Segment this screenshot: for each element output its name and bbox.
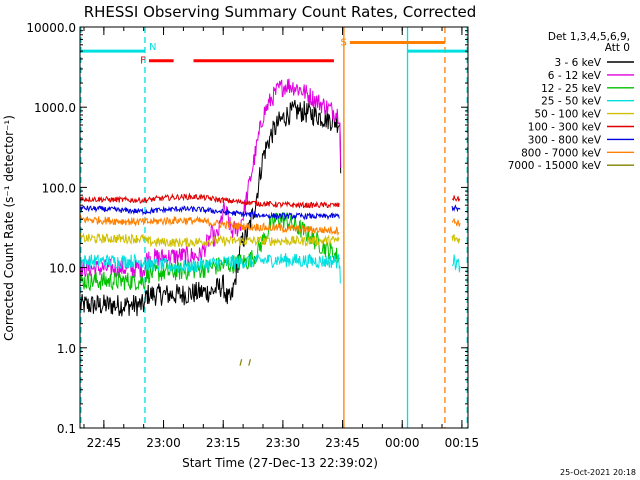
series-line-12-25-kev xyxy=(80,211,340,292)
y-tick-label: 10000.0 xyxy=(26,21,76,35)
x-tick-label: 23:30 xyxy=(266,436,301,450)
timestamp: 25-Oct-2021 20:18 xyxy=(560,468,636,477)
x-axis-label: Start Time (27-Dec-13 22:39:02) xyxy=(182,456,378,470)
flag-label-f: F xyxy=(140,56,146,67)
x-tick-label: 23:45 xyxy=(325,436,360,450)
series-line-800-7000-kev xyxy=(80,214,461,237)
x-tick-label: 23:15 xyxy=(206,436,241,450)
series-line-3-6-kev xyxy=(80,99,342,317)
y-tick-label: 100.0 xyxy=(42,181,76,195)
y-tick-label: 0.1 xyxy=(57,422,76,436)
x-tick-label: 22:45 xyxy=(87,436,122,450)
legend-label-12-25-kev: 12 - 25 keV xyxy=(541,83,602,95)
flag-label-n: N xyxy=(149,42,156,53)
x-tick-label: 00:00 xyxy=(385,436,420,450)
y-tick-label: 10.0 xyxy=(49,262,76,276)
series-line-100-300-kev xyxy=(80,192,461,209)
series-line-25-50-kev xyxy=(80,252,461,284)
y-tick-label: 1.0 xyxy=(57,342,76,356)
chart-title: RHESSI Observing Summary Count Rates, Co… xyxy=(84,3,477,21)
legend-label-800-7000-kev: 800 - 7000 keV xyxy=(521,147,602,159)
legend-label-7000-15000-kev: 7000 - 15000 keV xyxy=(508,160,602,172)
y-tick-label: 1000.0 xyxy=(34,101,76,115)
series-line-300-800-kev xyxy=(80,204,461,221)
legend-header: Det 1,3,4,5,6,9, xyxy=(548,31,630,43)
y-axis-label: Corrected Count Rate (s⁻¹ detector⁻¹) xyxy=(2,115,16,341)
legend-label-100-300-kev: 100 - 300 keV xyxy=(528,122,602,134)
x-tick-label: 23:00 xyxy=(146,436,181,450)
legend-label-50-100-kev: 50 - 100 keV xyxy=(534,109,601,121)
legend-label-6-12-kev: 6 - 12 keV xyxy=(548,70,602,82)
legend-label-25-50-kev: 25 - 50 keV xyxy=(541,96,602,108)
series-line-50-100-kev xyxy=(80,231,461,248)
plot-frame xyxy=(79,26,469,429)
x-tick-label: 00:15 xyxy=(445,436,480,450)
series-line-7000-15000-kev xyxy=(248,359,251,366)
legend-label-3-6-kev: 3 - 6 keV xyxy=(554,57,601,69)
series-line-6-12-kev xyxy=(80,78,342,279)
flag-label-s: S xyxy=(340,38,346,49)
series-line-7000-15000-kev xyxy=(239,359,243,366)
legend-label-300-800-kev: 300 - 800 keV xyxy=(528,134,602,146)
legend-header: Att 0 xyxy=(605,42,630,54)
